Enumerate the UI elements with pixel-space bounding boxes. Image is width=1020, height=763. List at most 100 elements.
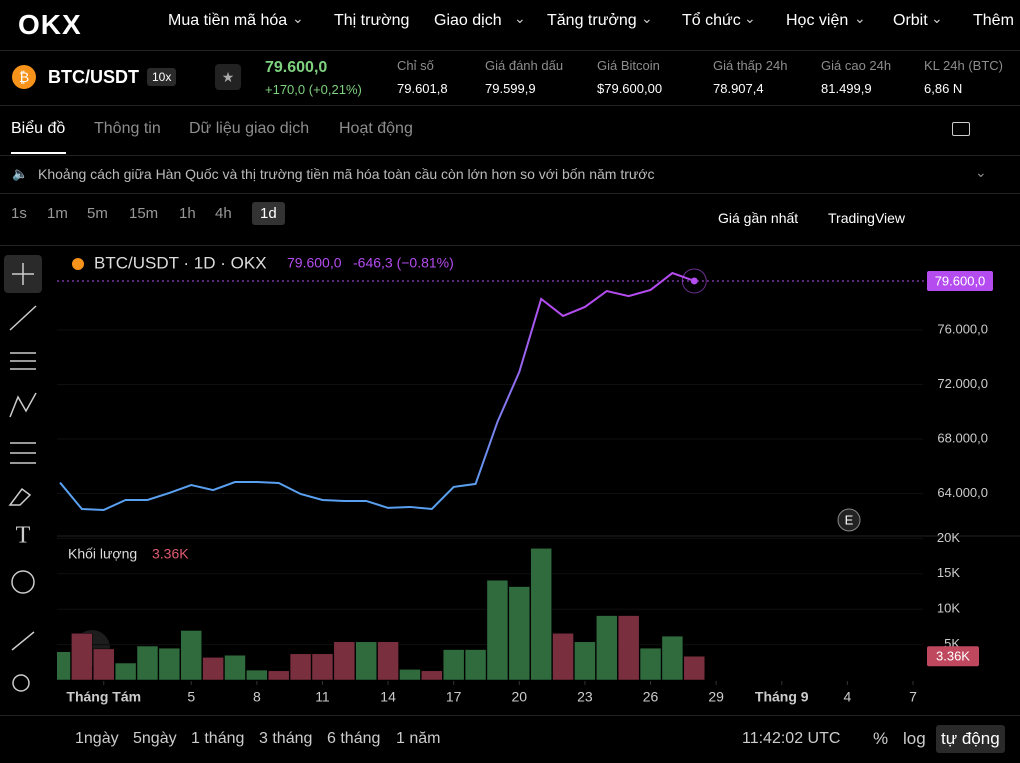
trendline-icon[interactable] <box>9 305 37 331</box>
tab[interactable]: Dữ liệu giao dịch <box>189 120 310 137</box>
scale-option[interactable]: % <box>873 729 889 748</box>
emoji-icon[interactable] <box>11 570 35 594</box>
volume-bar <box>574 641 596 681</box>
nav-item[interactable]: Tăng trưởng <box>547 12 637 29</box>
chart-toolbar: 1s 1m 5m 15m 1h 4h 1d Giá gần nhất TradingView <box>0 193 1020 246</box>
speaker-icon: 🔈 <box>12 166 29 181</box>
tab[interactable]: Hoạt động <box>339 120 413 137</box>
x-tick-label: 11 <box>315 689 330 705</box>
ruler-icon[interactable] <box>11 631 35 651</box>
stat-label: Chỉ số <box>397 58 434 73</box>
interval[interactable]: 1d <box>252 202 285 225</box>
volume-name: Khối lượng <box>68 546 137 562</box>
pattern-icon[interactable] <box>9 392 37 418</box>
chart: T 64.000,068.000,072.000,076.000,05K10K1… <box>4 253 1020 705</box>
chart-title: BTC/USDT · 1D · OKX <box>94 253 267 272</box>
text-tool[interactable]: T <box>16 523 31 549</box>
price-source[interactable]: Giá gần nhất <box>718 210 799 226</box>
layout-icon[interactable] <box>952 122 970 136</box>
y-tick-label: 64.000,0 <box>937 485 988 500</box>
brush-icon[interactable] <box>8 487 32 506</box>
volume-bar <box>158 647 181 681</box>
volume-bar <box>289 653 312 681</box>
stat-value: 78.907,4 <box>713 81 764 96</box>
nav-item[interactable]: Học viện <box>786 12 849 29</box>
volume-bar <box>442 649 465 681</box>
volume-bar <box>596 615 618 681</box>
tab[interactable]: Thông tin <box>94 120 161 137</box>
event-marker: E <box>845 512 854 527</box>
tab[interactable]: Biểu đồ <box>11 120 66 137</box>
volume-bar <box>552 633 574 681</box>
volume-bar <box>617 615 640 681</box>
logo[interactable]: OKX <box>18 9 82 40</box>
scale-option[interactable]: log <box>903 729 926 748</box>
y-tick-label: 76.000,0 <box>937 321 988 336</box>
volume-bar <box>114 662 137 681</box>
nav-item[interactable]: Thị trường <box>334 12 410 29</box>
range-button[interactable]: 3 tháng <box>259 730 313 747</box>
x-tick-label: 7 <box>909 689 917 705</box>
nav-item[interactable]: Giao dịch <box>434 12 502 29</box>
volume-bar <box>486 579 509 681</box>
interval[interactable]: 4h <box>215 205 232 222</box>
scale-option[interactable]: tự động <box>936 725 1005 753</box>
range-button[interactable]: 5ngày <box>133 730 177 747</box>
volume-bar <box>246 669 268 681</box>
chart-engine[interactable]: TradingView <box>828 210 906 226</box>
drawing-tools <box>8 263 37 692</box>
interval[interactable]: 1s <box>11 205 27 222</box>
expand[interactable]: ⌄ <box>975 164 987 180</box>
range-button[interactable]: 1ngày <box>75 730 119 747</box>
nav-item[interactable]: Tổ chức <box>682 12 741 29</box>
fib-icon[interactable] <box>10 352 36 370</box>
interval[interactable]: 1h <box>179 205 196 222</box>
nav-item[interactable]: Orbit <box>893 12 928 29</box>
legend-change: -646,3 (−0.81%) <box>353 255 454 271</box>
interval[interactable]: 1m <box>47 205 68 222</box>
stat-value: 79.601,8 <box>397 81 448 96</box>
nav-item[interactable]: Mua tiền mã hóa <box>168 12 288 29</box>
dropdown-caret: ⌄ <box>641 10 653 26</box>
price-line <box>59 271 695 511</box>
pair[interactable]: BTC/USDT <box>48 67 139 87</box>
leverage[interactable]: 10x <box>147 68 177 86</box>
volume-bar <box>508 586 531 681</box>
x-tick-label: 4 <box>843 689 851 705</box>
x-tick-label: 14 <box>380 689 396 705</box>
last-price-label: 79.600,0 <box>935 273 986 288</box>
y-tick-label: 68.000,0 <box>937 430 988 445</box>
stat-value: $79.600,00 <box>597 81 663 96</box>
stat-value: 81.499,9 <box>821 81 872 96</box>
range-button[interactable]: 1 tháng <box>191 730 245 747</box>
range-button[interactable]: 1 năm <box>396 730 441 747</box>
btc-icon: ₿ <box>12 65 36 89</box>
legend-value: 79.600,0 <box>287 255 342 271</box>
top-nav: OKX Mua tiền mã hóa Thị trường Giao dịch Tă… <box>0 0 1020 51</box>
volume-tick-label: 10K <box>937 601 960 616</box>
interval[interactable]: 5m <box>87 205 108 222</box>
interval[interactable]: 15m <box>129 205 159 222</box>
volume-bar <box>136 645 159 681</box>
stat-label: Giá đánh dấu <box>485 58 564 73</box>
last-point-halo <box>681 268 707 294</box>
zoom-icon[interactable] <box>12 674 30 692</box>
ticker-bar: ₿ BTC/USDT 10x ★ 79.600,0 +170,0 (+0,21%… <box>0 50 1020 106</box>
dropdown-caret: ⌄ <box>931 10 943 26</box>
volume-bar <box>333 641 356 681</box>
volume-bar <box>464 649 487 681</box>
last-volume-label: 3.36K <box>936 649 970 664</box>
announcement[interactable]: Khoảng cách giữa Hàn Quốc và thị trường … <box>38 166 655 182</box>
range-button[interactable]: 6 tháng <box>327 730 381 747</box>
clock: 11:42:02 UTC <box>742 730 841 747</box>
projection-icon[interactable] <box>10 442 36 464</box>
favorite[interactable]: ★ <box>215 64 241 90</box>
stat-value: 79.599,9 <box>485 81 536 96</box>
price-change: +170,0 (+0,21%) <box>265 82 362 97</box>
nav-item[interactable]: Thêm <box>973 12 1014 29</box>
volume-bar <box>267 670 290 681</box>
tab-underline <box>11 152 66 154</box>
volume-bar <box>311 653 334 681</box>
bottom-bar: 1ngày 5ngày 1 tháng 3 tháng 6 tháng 1 năm 11:… <box>0 715 1020 763</box>
